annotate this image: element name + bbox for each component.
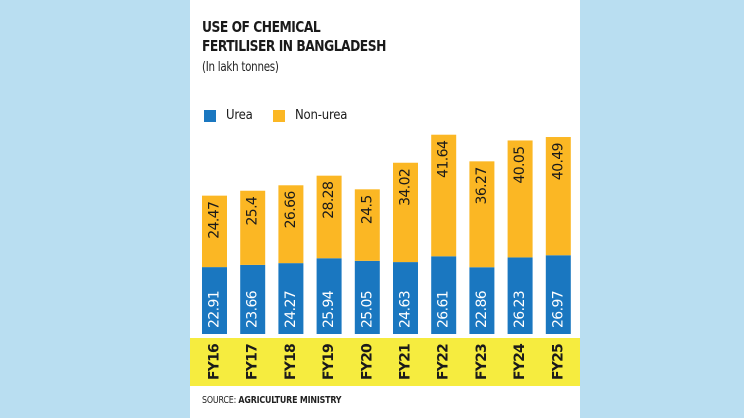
label-nonurea-fy18: 26.66 — [283, 191, 299, 229]
label-urea-fy23: 22.86 — [474, 290, 490, 328]
label-urea-fy22: 26.61 — [436, 291, 452, 328]
label-urea-fy21: 24.63 — [398, 291, 414, 328]
bar-nonurea-fy23 — [469, 161, 495, 268]
bar-nonurea-fy22 — [431, 134, 457, 257]
label-nonurea-fy16: 24.47 — [207, 202, 223, 239]
tick-label-fy24: FY24 — [512, 343, 528, 380]
label-urea-fy20: 25.05 — [359, 291, 375, 328]
label-urea-fy19: 25.94 — [321, 290, 337, 328]
bar-nonurea-fy18 — [278, 185, 304, 264]
bar-urea-fy16 — [202, 267, 227, 334]
bar-nonurea-fy25 — [545, 137, 571, 256]
chart-title: USE OF CHEMICAL FERTILISER IN BANGLADESH — [202, 18, 386, 56]
bar-urea-fy19 — [316, 258, 342, 334]
bar-urea-fy22 — [431, 256, 457, 334]
source-note: SOURCE: AGRICULTURE MINISTRY — [202, 395, 342, 406]
tick-label-fy20: FY20 — [359, 343, 375, 380]
legend-urea: Urea — [204, 108, 253, 123]
tick-label-fy16: FY16 — [207, 344, 223, 380]
bar-urea-fy20 — [354, 260, 380, 334]
source-prefix: SOURCE: — [202, 395, 239, 406]
bar-nonurea-fy24 — [507, 140, 533, 258]
tick-label-fy21: FY21 — [398, 344, 414, 380]
label-nonurea-fy20: 24.5 — [359, 195, 375, 224]
title-line-1: USE OF CHEMICAL — [202, 18, 321, 36]
title-line-2: FERTILISER IN BANGLADESH — [202, 37, 386, 55]
tick-label-fy19: FY19 — [321, 344, 337, 380]
bar-nonurea-fy17 — [240, 190, 266, 265]
label-urea-fy17: 23.66 — [245, 290, 261, 328]
bar-nonurea-fy19 — [316, 175, 342, 259]
bar-nonurea-fy20 — [354, 189, 380, 261]
bar-urea-fy23 — [469, 267, 495, 334]
bar-urea-fy17 — [240, 264, 266, 334]
legend-nonurea: Non-urea — [273, 108, 347, 123]
bar-urea-fy18 — [278, 263, 304, 334]
chart-subtitle: (In lakh tonnes) — [202, 60, 279, 75]
bar-nonurea-fy21 — [393, 162, 418, 263]
bar-urea-fy21 — [393, 262, 418, 334]
label-nonurea-fy22: 41.64 — [436, 140, 452, 178]
label-nonurea-fy19: 28.28 — [321, 182, 337, 219]
tick-label-fy23: FY23 — [474, 344, 490, 380]
bar-group: 22.91 24.47 FY16 23.66 25.4 FY17 24.27 26.66 FY1… — [202, 134, 571, 380]
year-axis-band — [190, 338, 580, 386]
source-name: AGRICULTURE MINISTRY — [238, 395, 342, 406]
label-urea-fy25: 26.97 — [550, 291, 566, 328]
tick-label-fy18: FY18 — [283, 344, 299, 380]
label-nonurea-fy24: 40.05 — [512, 146, 528, 183]
label-urea-fy18: 24.27 — [283, 291, 299, 328]
legend-nonurea-label: Non-urea — [295, 108, 348, 123]
tick-label-fy22: FY22 — [436, 344, 452, 380]
bar-nonurea-fy16 — [202, 195, 227, 268]
bar-urea-fy24 — [507, 257, 533, 334]
tick-label-fy25: FY25 — [550, 344, 566, 380]
legend-urea-swatch — [204, 109, 216, 122]
label-nonurea-fy25: 40.49 — [550, 143, 566, 180]
label-nonurea-fy23: 36.27 — [474, 167, 490, 204]
label-urea-fy16: 22.91 — [207, 291, 223, 328]
label-nonurea-fy17: 25.4 — [245, 196, 261, 225]
bar-urea-fy25 — [545, 255, 571, 334]
label-urea-fy24: 26.23 — [512, 291, 528, 328]
label-nonurea-fy21: 34.02 — [398, 169, 414, 206]
legend-nonurea-swatch — [273, 109, 285, 122]
tick-label-fy17: FY17 — [245, 344, 261, 380]
legend-urea-label: Urea — [226, 108, 253, 123]
